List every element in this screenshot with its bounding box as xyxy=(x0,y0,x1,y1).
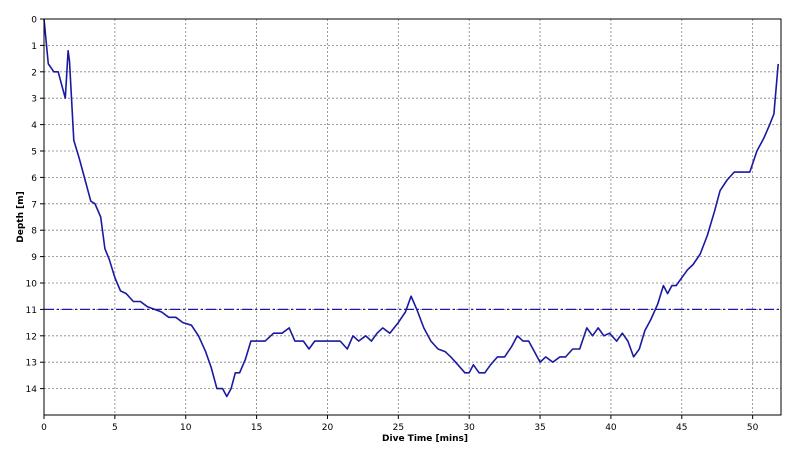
y-tick-label-5: 5 xyxy=(31,148,37,158)
y-tick-label-2: 2 xyxy=(31,68,37,78)
plot-frame xyxy=(43,18,782,416)
series-group xyxy=(43,18,779,398)
y-tick-label-14: 14 xyxy=(26,385,38,395)
y-tick-label-1: 1 xyxy=(31,42,37,52)
x-tick-label-25: 25 xyxy=(393,423,404,433)
y-tick-label-0: 0 xyxy=(31,16,37,26)
x-tick-label-45: 45 xyxy=(676,423,687,433)
x-tick-label-50: 50 xyxy=(747,423,759,433)
x-tick-label-40: 40 xyxy=(605,423,617,433)
plot-frame-group xyxy=(43,18,782,416)
y-tick-label-10: 10 xyxy=(26,280,38,290)
y-tick-label-9: 9 xyxy=(31,253,37,263)
x-tick-label-15: 15 xyxy=(251,423,262,433)
y-tick-label-12: 12 xyxy=(26,332,37,342)
x-tick-label-35: 35 xyxy=(534,423,545,433)
x-tick-label-5: 5 xyxy=(112,423,118,433)
x-tick-label-30: 30 xyxy=(463,423,475,433)
y-tick-label-4: 4 xyxy=(31,121,37,131)
y-tick-label-11: 11 xyxy=(26,306,37,316)
series-line-0 xyxy=(43,18,779,398)
x-tick-label-20: 20 xyxy=(322,423,334,433)
y-tick-label-3: 3 xyxy=(31,95,37,105)
y-tick-label-8: 8 xyxy=(31,227,37,237)
y-tick-label-7: 7 xyxy=(31,200,37,210)
x-tick-label-10: 10 xyxy=(180,423,192,433)
x-axis-label: Dive Time [mins] xyxy=(382,434,468,444)
y-tick-label-6: 6 xyxy=(31,174,37,184)
y-axis-label: Depth [m] xyxy=(16,191,26,242)
x-tick-label-0: 0 xyxy=(41,423,47,433)
x-axis-ticks: 0 5 10 15 20 25 30 35 40 45 50 xyxy=(41,415,759,433)
grid xyxy=(44,19,781,415)
y-tick-label-13: 13 xyxy=(26,359,37,369)
